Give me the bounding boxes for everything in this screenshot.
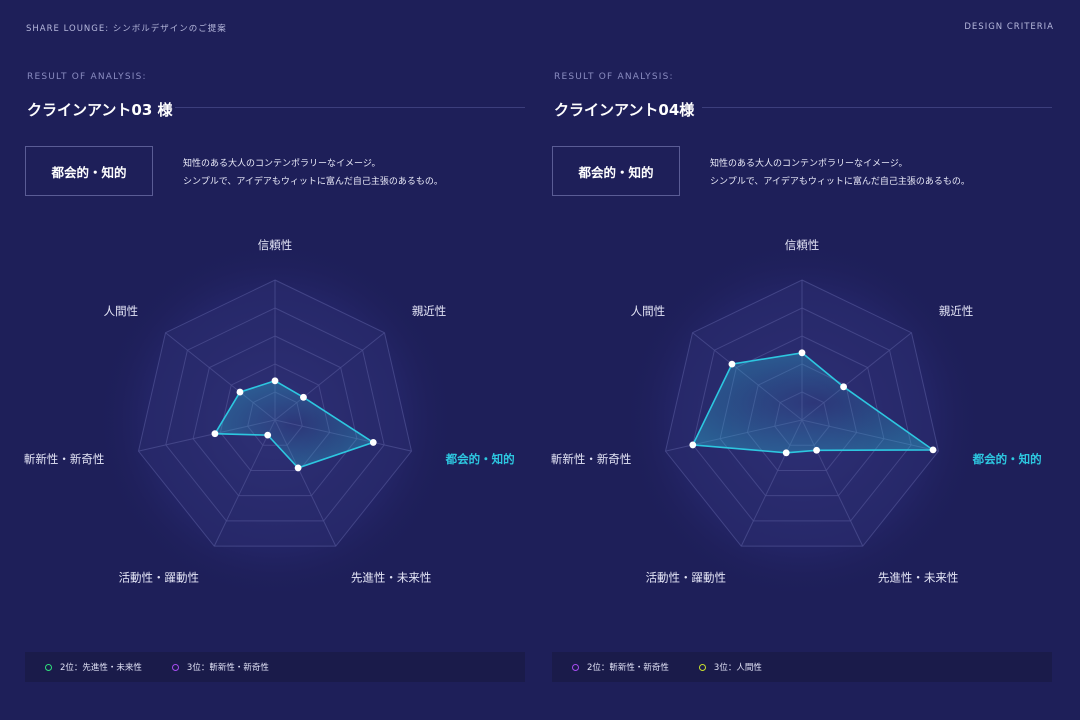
description-line-1: 知性のある大人のコンテンポラリーなイメージ。 xyxy=(183,159,381,169)
radar-spoke xyxy=(213,419,276,547)
description-line-1: 知性のある大人のコンテンポラリーなイメージ。 xyxy=(710,159,908,169)
legend-bar: 2位：斬新性・新奇性 3位：人間性 xyxy=(552,652,1052,682)
radar-axis-label: 斬新性・新奇性 xyxy=(551,452,632,466)
radar-axis-label: 親近性 xyxy=(412,304,447,318)
radar-axis-label: 信頼性 xyxy=(258,238,293,252)
eyebrow-label: RESULT OF ANALYSIS: xyxy=(554,72,674,82)
radar-grid-ring xyxy=(192,335,358,497)
legend-label: 2位：先進性・未来性 xyxy=(60,663,142,673)
eyebrow-label: RESULT OF ANALYSIS: xyxy=(27,72,147,82)
legend-item-rank-2: 2位：先進性・未来性 xyxy=(45,661,142,673)
description: 知性のある大人のコンテンポラリーなイメージ。 シンプルで、アイデアもウィットに富… xyxy=(710,155,970,191)
legend-bar: 2位：先進性・未来性 3位：斬新性・新奇性 xyxy=(25,652,525,682)
description: 知性のある大人のコンテンポラリーなイメージ。 シンプルで、アイデアもウィットに富… xyxy=(183,155,443,191)
radar-data-point xyxy=(300,393,307,401)
legend-item-rank-3: 3位：斬新性・新奇性 xyxy=(171,661,269,673)
radar-grid-ring xyxy=(664,279,940,547)
result-tag: 都会的・知的 xyxy=(552,146,680,196)
panel-client-03: RESULT OF ANALYSIS: クラインアント03 様 都会的・知的 知… xyxy=(24,72,525,682)
title-divider xyxy=(702,107,1052,108)
description-line-2: シンプルで、アイデアもウィットに富んだ自己主張のあるもの。 xyxy=(183,177,443,187)
radar-axis-label: 人間性 xyxy=(104,304,139,318)
radar-axis-label: 斬新性・新奇性 xyxy=(24,452,105,466)
radar-data-point xyxy=(294,464,302,472)
radar-data-point xyxy=(689,441,697,449)
legend-circle-icon xyxy=(698,663,706,671)
description-line-2: シンプルで、アイデアもウィットに富んだ自己主張のあるもの。 xyxy=(710,177,970,187)
client-title: クラインアント03 様 xyxy=(27,101,173,119)
radar-data-point xyxy=(782,449,790,457)
radar-series-area xyxy=(213,379,376,469)
radar-data-point xyxy=(728,360,736,368)
header-left-title: SHARE LOUNGE: シンボルデザインのご提案 xyxy=(26,24,227,34)
legend-item-rank-3: 3位：人間性 xyxy=(698,661,762,673)
radar-data-point xyxy=(840,383,847,391)
radar-series-area xyxy=(691,351,936,454)
legend-item-rank-2: 2位：斬新性・新奇性 xyxy=(572,661,669,673)
radar-axis-label: 活動性・躍動性 xyxy=(646,571,727,585)
legend-circle-icon xyxy=(572,663,579,671)
legend-circle-icon xyxy=(171,663,179,671)
header-right-title: DESIGN CRITERIA xyxy=(964,22,1054,32)
radar-axis-label: 人間性 xyxy=(631,304,666,318)
radar-data-point xyxy=(929,446,937,454)
legend-label: 3位：人間性 xyxy=(713,663,762,673)
radar-data-point xyxy=(813,446,820,454)
panel-client-04: RESULT OF ANALYSIS: クラインアント04様 都会的・知的 知性… xyxy=(527,0,1067,720)
title-divider xyxy=(175,107,525,108)
radar-axis-label: 活動性・躍動性 xyxy=(119,571,200,585)
radar-axis-label: 都会的・知的 xyxy=(445,452,515,466)
radar-axis-label: 信頼性 xyxy=(785,238,820,252)
radar-data-point xyxy=(369,439,377,446)
radar-grid-ring xyxy=(165,307,385,522)
radar-data-point xyxy=(271,377,279,385)
legend-label: 3位：斬新性・新奇性 xyxy=(186,663,269,673)
legend-label: 2位：斬新性・新奇性 xyxy=(587,663,669,673)
radar-grid-ring xyxy=(137,279,413,547)
radar-data-point xyxy=(798,349,806,357)
radar-axis-label: 親近性 xyxy=(939,304,974,318)
radar-grid-ring xyxy=(219,363,331,471)
client-title: クラインアント04様 xyxy=(554,101,695,119)
radar-axis-label: 先進性・未来性 xyxy=(351,571,432,585)
radar-axis-label: 都会的・知的 xyxy=(972,452,1042,466)
radar-data-point xyxy=(211,430,219,438)
radar-axis-label: 先進性・未来性 xyxy=(878,571,959,585)
result-tag: 都会的・知的 xyxy=(25,146,153,196)
radar-data-point xyxy=(236,388,244,396)
radar-grid-ring xyxy=(692,307,912,522)
legend-circle-icon xyxy=(45,663,52,671)
radar-data-point xyxy=(264,431,272,439)
